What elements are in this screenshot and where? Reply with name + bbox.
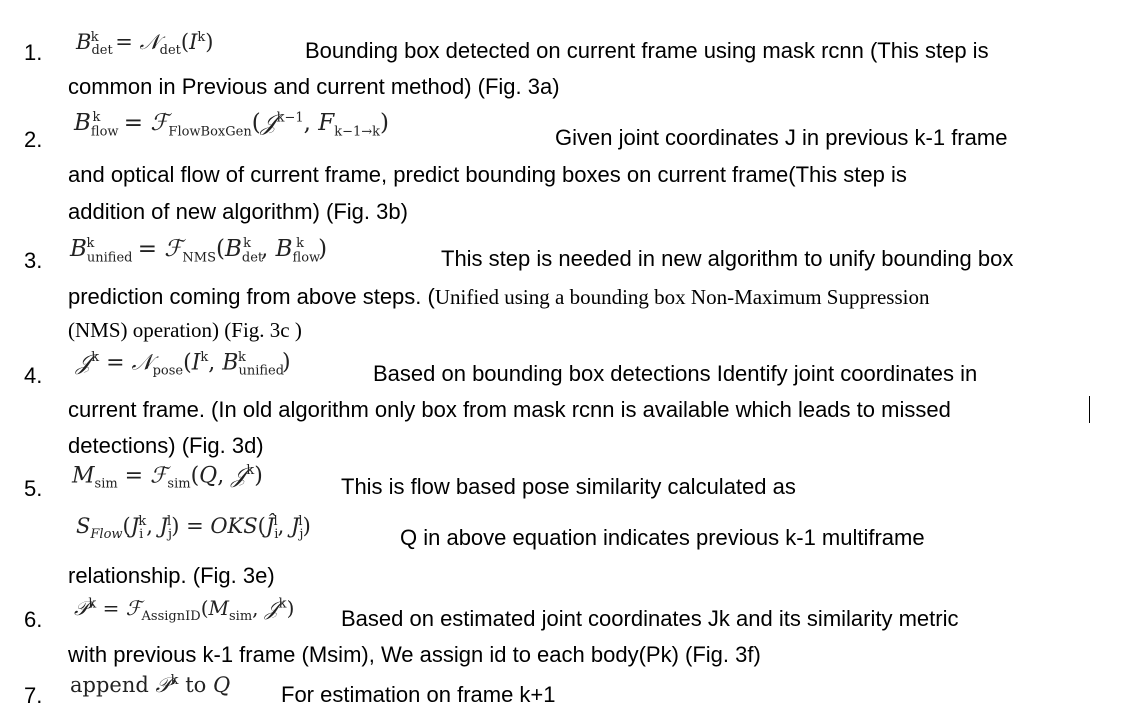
step-7-text-line-1: For estimation on frame k+1 [281, 682, 556, 707]
step-5-number: 5. [24, 476, 43, 501]
step-1-number: 1. [24, 40, 43, 65]
step-4-number: 4. [24, 363, 43, 388]
step-4-text-line-1: Based on bounding box detections Identif… [373, 361, 978, 386]
step-2-text-line-2: and optical flow of current frame, predi… [68, 162, 907, 187]
step-5-text-line-1: This is flow based pose similarity calcu… [341, 474, 796, 499]
step-3-text-line-2b: Unified using a bounding box Non-Maximum… [434, 285, 930, 309]
step-2-text-line-1: Given joint coordinates J in previous k-… [555, 125, 1008, 150]
step-3-formula: Bunifiedk = ℱNMS(Bdetk, Bflowk) [70, 236, 328, 266]
step-3-text-line-2: prediction coming from above steps. (Uni… [68, 284, 929, 310]
step-2-number: 2. [24, 127, 43, 152]
step-4-text-line-3: detections) (Fig. 3d) [68, 433, 264, 458]
step-6-number: 6. [24, 607, 43, 632]
step-1-text-line-2: common in Previous and current method) (… [68, 74, 560, 99]
step-3-number: 3. [24, 248, 43, 273]
step-5-text-line-3: relationship. (Fig. 3e) [68, 563, 275, 588]
step-5-text-line-2: Q in above equation indicates previous k… [400, 525, 925, 550]
step-6-text-line-1: Based on estimated joint coordinates Jk … [341, 606, 959, 631]
step-1-text-line-1: Bounding box detected on current frame u… [305, 38, 989, 63]
step-3-text-line-1: This step is needed in new algorithm to … [441, 246, 1014, 271]
text-cursor [1089, 396, 1090, 423]
step-1-formula: Bdetk = 𝒩det(Ik) [76, 30, 214, 59]
step-2-text-line-3: addition of new algorithm) (Fig. 3b) [68, 199, 408, 224]
step-6-text-line-2: with previous k-1 frame (Msim), We assig… [68, 642, 761, 667]
step-7-formula: append 𝒫k to Q [70, 673, 231, 697]
step-3-text-line-3: (NMS) operation) (Fig. 3c ) [68, 318, 302, 342]
step-4-text-line-2: current frame. (In old algorithm only bo… [68, 397, 951, 422]
step-5-formula-2: SFlow(Jik, Jjl) = OKS(Ĵil, Jjl) [76, 514, 311, 543]
step-5-formula: Msim = ℱsim(Q, 𝒥k) [72, 463, 263, 492]
step-3-text-line-2a: prediction coming from above steps. ( [68, 284, 435, 309]
step-7-number: 7. [24, 683, 43, 708]
step-2-formula: Bflowk = ℱFlowBoxGen(𝒥k−1, Fk−1→k) [74, 110, 390, 140]
step-4-formula: 𝒥k = 𝒩pose(Ik, Bunifiedk) [76, 350, 291, 379]
step-6-formula: 𝒫k = ℱAssignID(Msim, 𝒥k) [74, 596, 295, 624]
